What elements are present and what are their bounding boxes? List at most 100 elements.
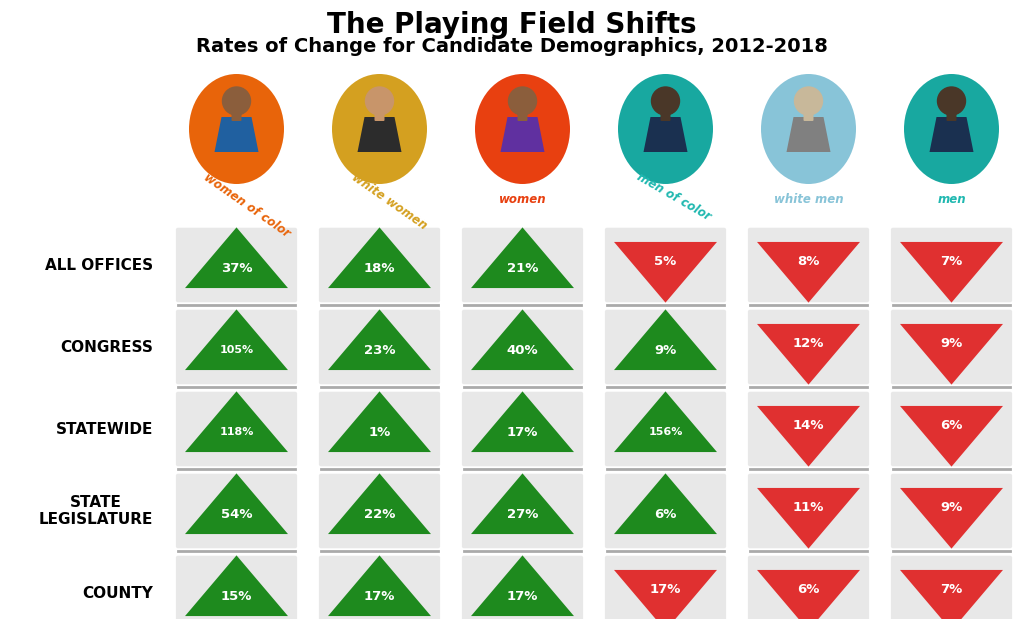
Text: 17%: 17%: [507, 425, 539, 438]
Polygon shape: [900, 242, 1002, 303]
Text: STATEWIDE: STATEWIDE: [55, 422, 153, 436]
FancyBboxPatch shape: [748, 228, 869, 302]
Text: 9%: 9%: [940, 337, 963, 350]
Polygon shape: [328, 310, 431, 370]
Text: 15%: 15%: [221, 589, 252, 602]
Text: 17%: 17%: [507, 589, 539, 602]
Text: 21%: 21%: [507, 262, 539, 275]
Polygon shape: [501, 117, 545, 152]
Polygon shape: [471, 391, 574, 452]
FancyBboxPatch shape: [660, 111, 671, 121]
Polygon shape: [185, 310, 288, 370]
FancyBboxPatch shape: [318, 228, 440, 302]
Text: COUNTY: COUNTY: [82, 586, 153, 600]
Polygon shape: [900, 570, 1002, 619]
FancyBboxPatch shape: [176, 474, 297, 548]
Text: 7%: 7%: [940, 584, 963, 597]
Polygon shape: [471, 310, 574, 370]
FancyBboxPatch shape: [462, 228, 583, 302]
Text: women: women: [499, 193, 547, 206]
Text: 1%: 1%: [369, 425, 390, 438]
Polygon shape: [214, 117, 258, 152]
Text: 37%: 37%: [221, 262, 252, 275]
FancyBboxPatch shape: [176, 310, 297, 384]
Text: The Playing Field Shifts: The Playing Field Shifts: [328, 11, 696, 39]
FancyBboxPatch shape: [462, 556, 583, 619]
Polygon shape: [614, 242, 717, 303]
Circle shape: [509, 87, 537, 115]
Ellipse shape: [761, 74, 856, 184]
FancyBboxPatch shape: [891, 392, 1012, 466]
Circle shape: [795, 87, 822, 115]
Ellipse shape: [189, 74, 284, 184]
Polygon shape: [757, 488, 860, 548]
FancyBboxPatch shape: [605, 310, 726, 384]
FancyBboxPatch shape: [318, 392, 440, 466]
FancyBboxPatch shape: [462, 474, 583, 548]
Text: 105%: 105%: [219, 345, 254, 355]
Text: CONGRESS: CONGRESS: [60, 339, 153, 355]
FancyBboxPatch shape: [318, 556, 440, 619]
Polygon shape: [900, 324, 1002, 384]
FancyBboxPatch shape: [605, 392, 726, 466]
Text: 22%: 22%: [364, 508, 395, 521]
Ellipse shape: [618, 74, 713, 184]
FancyBboxPatch shape: [891, 474, 1012, 548]
Text: Rates of Change for Candidate Demographics, 2012-2018: Rates of Change for Candidate Demographi…: [196, 37, 828, 56]
Polygon shape: [471, 555, 574, 616]
FancyBboxPatch shape: [891, 228, 1012, 302]
Text: 23%: 23%: [364, 344, 395, 357]
Text: 118%: 118%: [219, 427, 254, 437]
Text: 156%: 156%: [648, 427, 683, 437]
FancyBboxPatch shape: [176, 228, 297, 302]
Text: 27%: 27%: [507, 508, 539, 521]
FancyBboxPatch shape: [605, 474, 726, 548]
Polygon shape: [930, 117, 974, 152]
FancyBboxPatch shape: [375, 111, 384, 121]
Text: 7%: 7%: [940, 256, 963, 269]
Polygon shape: [185, 227, 288, 288]
Polygon shape: [614, 310, 717, 370]
FancyBboxPatch shape: [605, 228, 726, 302]
FancyBboxPatch shape: [748, 556, 869, 619]
Text: 14%: 14%: [793, 420, 824, 433]
Polygon shape: [328, 555, 431, 616]
Polygon shape: [614, 391, 717, 452]
Circle shape: [938, 87, 966, 115]
Polygon shape: [757, 242, 860, 303]
Polygon shape: [757, 324, 860, 384]
Text: ALL OFFICES: ALL OFFICES: [45, 258, 153, 272]
Polygon shape: [328, 474, 431, 534]
Polygon shape: [614, 474, 717, 534]
Text: 8%: 8%: [798, 256, 819, 269]
Ellipse shape: [904, 74, 999, 184]
FancyBboxPatch shape: [176, 556, 297, 619]
Text: 12%: 12%: [793, 337, 824, 350]
Polygon shape: [786, 117, 830, 152]
FancyBboxPatch shape: [318, 474, 440, 548]
Text: 6%: 6%: [940, 420, 963, 433]
Ellipse shape: [475, 74, 570, 184]
Ellipse shape: [332, 74, 427, 184]
Text: 18%: 18%: [364, 262, 395, 275]
FancyBboxPatch shape: [891, 310, 1012, 384]
Polygon shape: [471, 474, 574, 534]
Polygon shape: [900, 488, 1002, 548]
Text: 40%: 40%: [507, 344, 539, 357]
FancyBboxPatch shape: [891, 556, 1012, 619]
Polygon shape: [328, 227, 431, 288]
FancyBboxPatch shape: [605, 556, 726, 619]
FancyBboxPatch shape: [517, 111, 527, 121]
FancyBboxPatch shape: [231, 111, 242, 121]
Text: 9%: 9%: [940, 501, 963, 514]
Polygon shape: [614, 570, 717, 619]
FancyBboxPatch shape: [462, 310, 583, 384]
Text: 5%: 5%: [654, 256, 677, 269]
FancyBboxPatch shape: [748, 474, 869, 548]
FancyBboxPatch shape: [462, 392, 583, 466]
Polygon shape: [471, 227, 574, 288]
Text: STATE
LEGISLATURE: STATE LEGISLATURE: [39, 495, 153, 527]
Text: white men: white men: [774, 193, 844, 206]
Polygon shape: [185, 474, 288, 534]
Text: 17%: 17%: [364, 589, 395, 602]
